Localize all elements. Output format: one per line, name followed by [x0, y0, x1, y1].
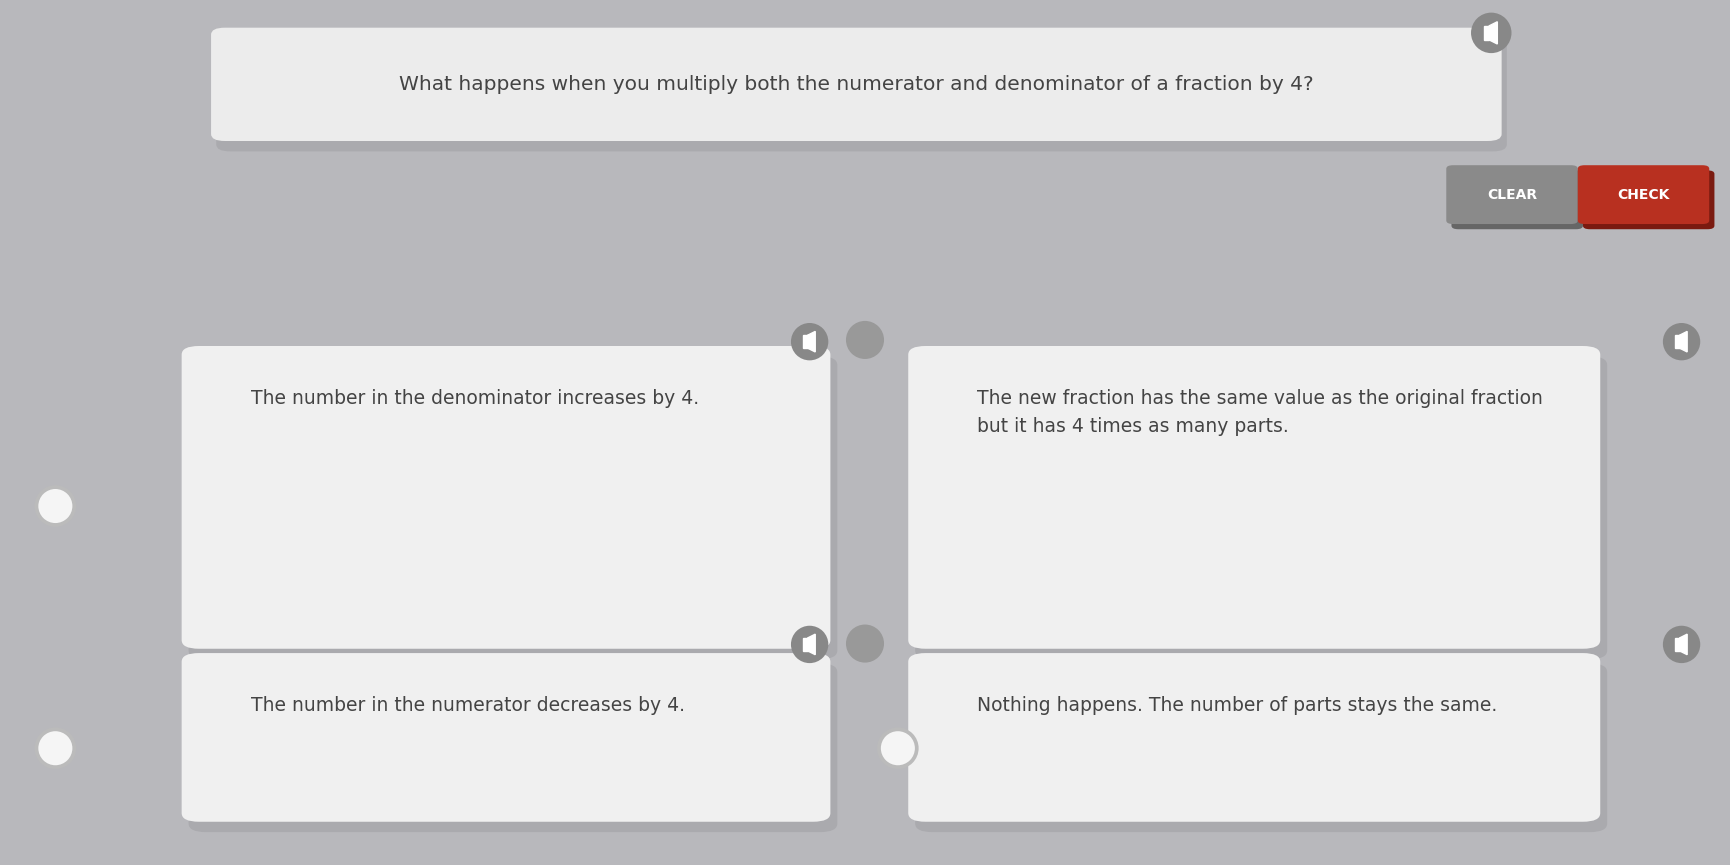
FancyBboxPatch shape — [915, 663, 1607, 832]
FancyBboxPatch shape — [189, 663, 837, 832]
Ellipse shape — [791, 323, 829, 361]
Polygon shape — [1680, 331, 1687, 352]
Ellipse shape — [1470, 13, 1512, 53]
FancyBboxPatch shape — [1451, 170, 1583, 229]
Ellipse shape — [1663, 625, 1701, 663]
Bar — [803, 335, 808, 349]
Ellipse shape — [38, 731, 73, 766]
Text: CLEAR: CLEAR — [1488, 188, 1536, 202]
FancyBboxPatch shape — [1583, 170, 1714, 229]
Bar — [1484, 26, 1490, 40]
Ellipse shape — [38, 489, 73, 523]
Text: The new fraction has the same value as the original fraction
but it has 4 times : The new fraction has the same value as t… — [977, 389, 1543, 436]
FancyBboxPatch shape — [189, 356, 837, 659]
Polygon shape — [1680, 634, 1687, 655]
Ellipse shape — [1663, 323, 1701, 361]
Bar — [1675, 638, 1680, 651]
FancyBboxPatch shape — [1446, 165, 1578, 224]
Text: The number in the numerator decreases by 4.: The number in the numerator decreases by… — [251, 696, 685, 715]
Ellipse shape — [877, 727, 919, 769]
Bar — [1675, 335, 1680, 349]
FancyBboxPatch shape — [211, 28, 1502, 141]
Bar — [803, 638, 808, 651]
Ellipse shape — [846, 321, 884, 359]
Text: What happens when you multiply both the numerator and denominator of a fraction : What happens when you multiply both the … — [400, 75, 1313, 93]
FancyBboxPatch shape — [182, 653, 830, 822]
Text: Nothing happens. The number of parts stays the same.: Nothing happens. The number of parts sta… — [977, 696, 1498, 715]
Ellipse shape — [791, 625, 829, 663]
FancyBboxPatch shape — [182, 346, 830, 649]
FancyBboxPatch shape — [216, 38, 1507, 151]
Polygon shape — [1490, 22, 1498, 44]
FancyBboxPatch shape — [908, 346, 1600, 649]
FancyBboxPatch shape — [1578, 165, 1709, 224]
Text: CHECK: CHECK — [1618, 188, 1669, 202]
FancyBboxPatch shape — [915, 356, 1607, 659]
Text: The number in the denominator increases by 4.: The number in the denominator increases … — [251, 389, 699, 408]
Ellipse shape — [881, 731, 915, 766]
Ellipse shape — [35, 727, 76, 769]
Polygon shape — [808, 331, 815, 352]
Polygon shape — [808, 634, 815, 655]
FancyBboxPatch shape — [908, 653, 1600, 822]
Ellipse shape — [846, 625, 884, 663]
Ellipse shape — [35, 485, 76, 527]
